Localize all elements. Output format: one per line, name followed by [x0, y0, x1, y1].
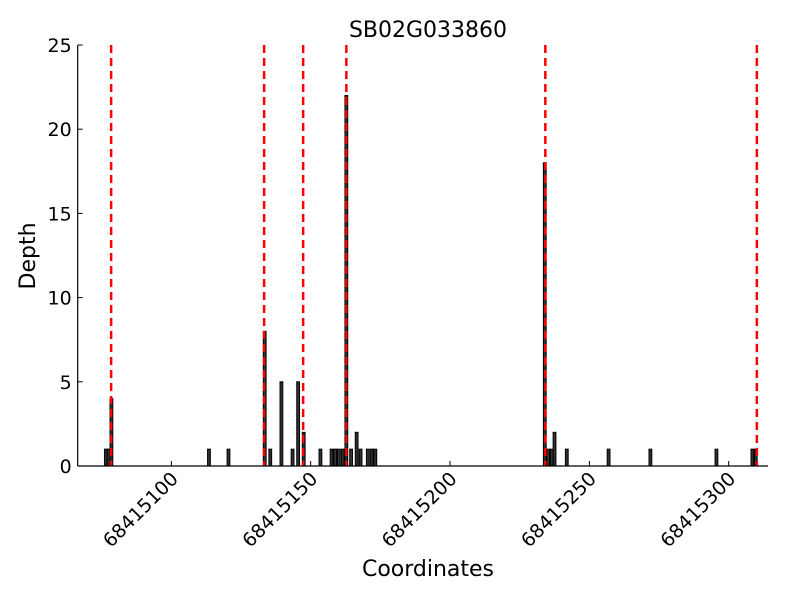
depth-bar	[207, 448, 211, 467]
y-tick-label: 20	[48, 119, 72, 141]
depth-bar	[354, 431, 359, 467]
depth-bar	[358, 448, 363, 467]
depth-bar	[279, 381, 284, 467]
x-tick-label: 68415200	[378, 468, 462, 552]
depth-bar	[336, 448, 341, 467]
y-tick-label: 15	[48, 203, 72, 225]
depth-bar	[329, 448, 334, 467]
depth-bar	[606, 448, 611, 467]
y-tick-label: 10	[48, 288, 72, 310]
depth-bar	[552, 431, 557, 467]
depth-bar	[546, 448, 551, 467]
depth-bar	[714, 448, 719, 467]
x-tick-label: 68415100	[99, 468, 183, 552]
depth-bar	[318, 448, 323, 467]
x-tick-label: 68415300	[656, 468, 740, 552]
depth-bar	[296, 381, 301, 467]
y-tick-label: 5	[60, 372, 72, 394]
y-axis-label: Depth	[16, 222, 41, 289]
depth-bar	[333, 448, 338, 467]
depth-bar	[648, 448, 653, 467]
depth-bar	[373, 448, 378, 467]
x-tick-label: 68415250	[517, 468, 601, 552]
depth-bar	[290, 448, 295, 467]
y-tick-label: 25	[48, 35, 72, 57]
depth-bar	[365, 448, 370, 467]
y-tick-label: 0	[60, 456, 72, 478]
depth-bar	[226, 448, 231, 467]
x-axis-label: Coordinates	[362, 557, 494, 582]
depth-bar	[268, 448, 273, 467]
depth-bar	[369, 448, 374, 467]
depth-bar	[564, 448, 569, 467]
x-tick-label: 68415150	[238, 468, 322, 552]
depth-bar	[349, 448, 353, 467]
depth-bar	[750, 448, 755, 467]
chart-title: SB02G033860	[349, 18, 507, 43]
depth-bar	[340, 448, 345, 467]
